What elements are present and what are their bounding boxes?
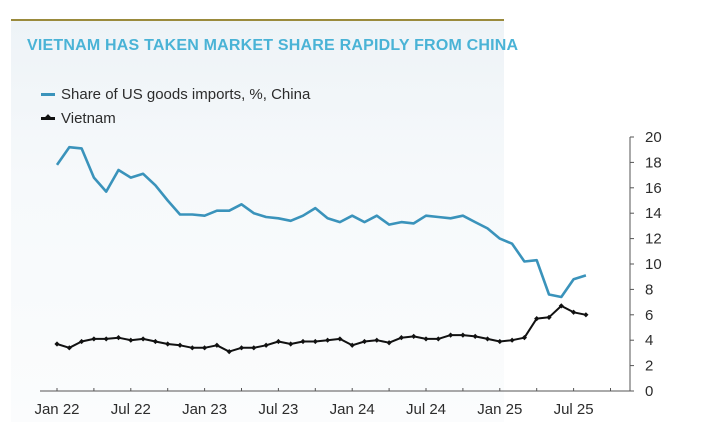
y-tick-label: 20 [645,129,662,146]
y-tick-label: 6 [645,307,653,324]
data-point-vietnam [177,342,183,348]
data-point-vietnam [238,345,245,351]
data-point-vietnam [484,336,491,342]
legend-swatch-china [41,92,55,96]
data-point-vietnam [558,303,564,309]
data-point-vietnam [583,312,589,318]
legend-swatch-vietnam [41,116,55,120]
y-tick-label: 4 [645,332,653,349]
x-tick-label: Jul 24 [406,401,446,418]
data-point-vietnam [411,333,417,339]
data-point-vietnam [435,336,441,342]
data-point-vietnam [472,333,478,339]
data-point-vietnam [361,338,368,345]
series-line-china [55,145,587,299]
chart-title: VIETNAM HAS TAKEN MARKET SHARE RAPIDLY F… [27,37,519,54]
data-point-vietnam [189,345,195,351]
chart-panel-background [11,21,504,422]
y-tick-label: 14 [645,205,662,222]
data-point-vietnam [263,342,269,348]
data-point-vietnam [202,345,208,351]
data-point-vietnam [152,338,158,345]
x-tick-label: Jul 22 [111,401,151,418]
data-point-vietnam [398,335,404,341]
data-point-vietnam [312,338,318,345]
data-point-vietnam [497,338,503,345]
data-point-vietnam [300,338,306,345]
data-point-vietnam [571,309,577,315]
data-point-vietnam [546,314,552,320]
x-tick-label: Jul 23 [258,401,298,418]
y-tick-label: 10 [645,256,662,273]
x-tick-label: Jul 25 [554,401,594,418]
data-point-vietnam [226,349,232,355]
data-point-vietnam [521,335,527,341]
data-point-vietnam [275,338,281,345]
y-tick-label: 8 [645,281,653,298]
data-point-vietnam [66,345,72,351]
data-point-vietnam [79,338,85,345]
data-point-vietnam [165,341,171,347]
data-point-vietnam [374,337,380,343]
top-accent-rule [11,19,504,21]
x-tick-label: Jan 25 [477,401,522,418]
data-point-vietnam [251,345,257,351]
data-point-vietnam [423,336,429,342]
y-tick-label: 16 [645,180,662,197]
data-point-vietnam [448,332,454,338]
y-tick-label: 12 [645,231,662,248]
y-tick-label: 2 [645,358,653,375]
x-tick-label: Jan 23 [182,401,227,418]
data-point-vietnam [337,336,343,342]
legend-label-china: Share of US goods imports, %, China [61,85,311,103]
data-point-vietnam [140,336,146,342]
legend-item-vietnam: Vietnam [41,106,310,130]
x-tick-label: Jan 22 [34,401,79,418]
data-point-vietnam [386,340,392,346]
data-point-vietnam [349,342,355,348]
data-point-vietnam [54,341,60,347]
x-tick-label: Jan 24 [330,401,375,418]
data-point-vietnam [214,342,220,348]
data-point-vietnam [509,337,515,343]
data-point-vietnam [325,337,331,343]
y-tick-label: 0 [645,383,653,400]
data-point-vietnam [288,341,294,347]
data-point-vietnam [534,316,540,322]
y-tick-label: 18 [645,154,662,171]
legend-label-vietnam: Vietnam [61,109,116,127]
data-point-vietnam [128,337,134,343]
legend-item-china: Share of US goods imports, %, China [41,82,310,106]
data-point-vietnam [115,335,122,341]
legend: Share of US goods imports, %, China Viet… [41,82,310,130]
series-line-vietnam [56,304,587,353]
data-point-vietnam [460,332,466,338]
data-point-vietnam [103,336,109,342]
data-point-vietnam [91,336,97,342]
